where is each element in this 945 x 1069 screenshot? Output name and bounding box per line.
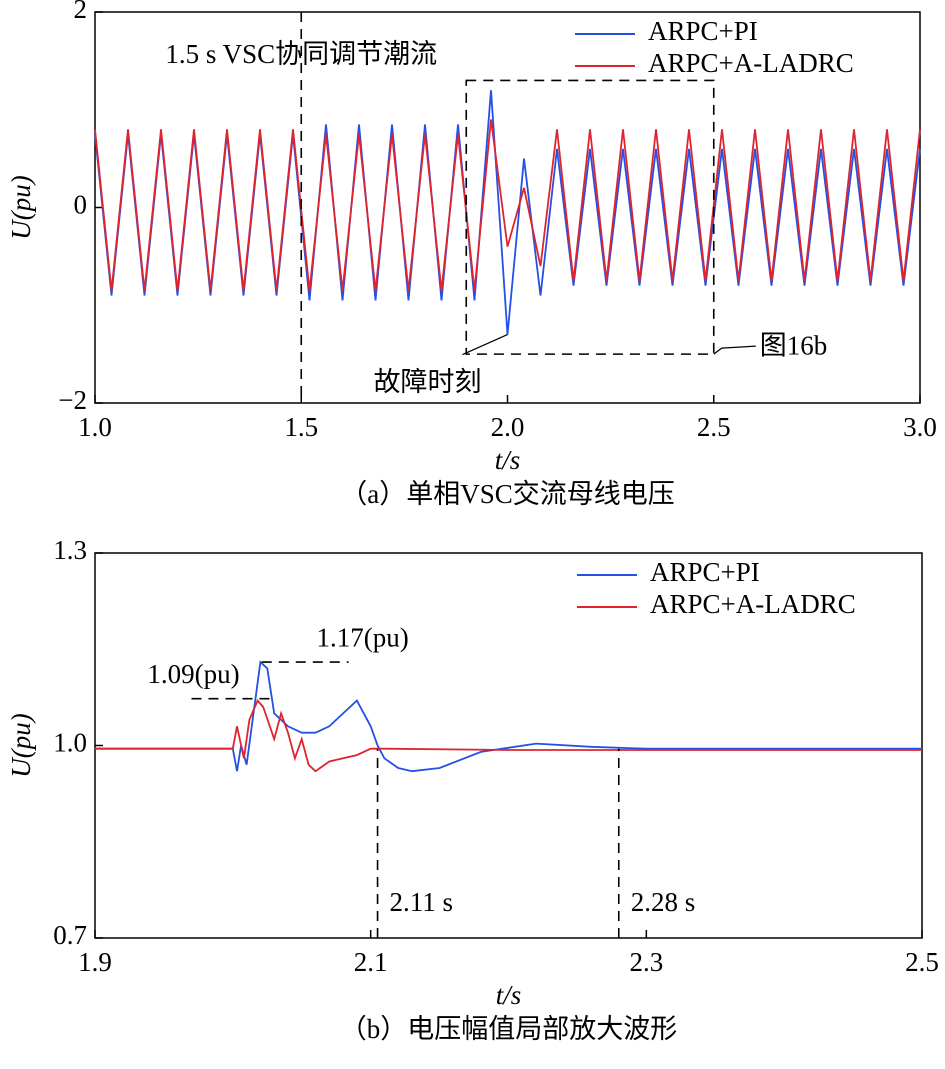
series-line [95,660,922,773]
x-tick-label: 1.5 [284,412,318,442]
x-tick-label: 2.1 [354,947,388,977]
y-tick-label: 2 [74,0,88,24]
x-tick-label: 2.5 [905,947,939,977]
annotation: 1.09(pu) [147,659,239,689]
x-tick-label: 2.0 [491,412,525,442]
y-tick-label: 0.7 [53,920,87,950]
x-axis-label: t/s [495,445,521,475]
caption: （a）单相VSC交流母线电压 [340,479,675,509]
y-tick-label: −2 [58,385,87,415]
series-line [94,119,921,291]
leader-line [713,345,756,355]
y-tick-label: 0 [74,190,88,220]
annotation: 图16b [760,330,828,360]
x-tick-label: 1.9 [78,947,112,977]
annotation: 2.28 s [631,887,696,917]
legend-label: ARPC+PI [648,16,758,46]
y-axis-label: U(pu) [6,713,36,777]
zoom-box [465,79,715,355]
y-tick-label: 1.0 [53,728,87,758]
annotation: 1.17(pu) [316,622,408,652]
legend-label: ARPC+A-LADRC [650,589,856,619]
legend-label: ARPC+PI [650,557,760,587]
x-tick-label: 3.0 [903,412,937,442]
y-tick-label: 1.3 [53,535,87,565]
y-axis-label: U(pu) [6,175,36,239]
x-axis-label: t/s [496,980,522,1010]
annotation: 2.11 s [390,887,454,917]
x-tick-label: 2.5 [697,412,731,442]
caption: （b）电压幅值局部放大波形 [340,1014,678,1044]
x-tick-label: 1.0 [78,412,112,442]
legend-label: ARPC+A-LADRC [648,48,854,78]
x-tick-label: 2.3 [629,947,663,977]
annotation: 1.5 s VSC协同调节潮流 [165,39,437,69]
series-line [95,698,922,773]
annotation: 故障时刻 [374,367,482,397]
leader-line [462,333,508,356]
